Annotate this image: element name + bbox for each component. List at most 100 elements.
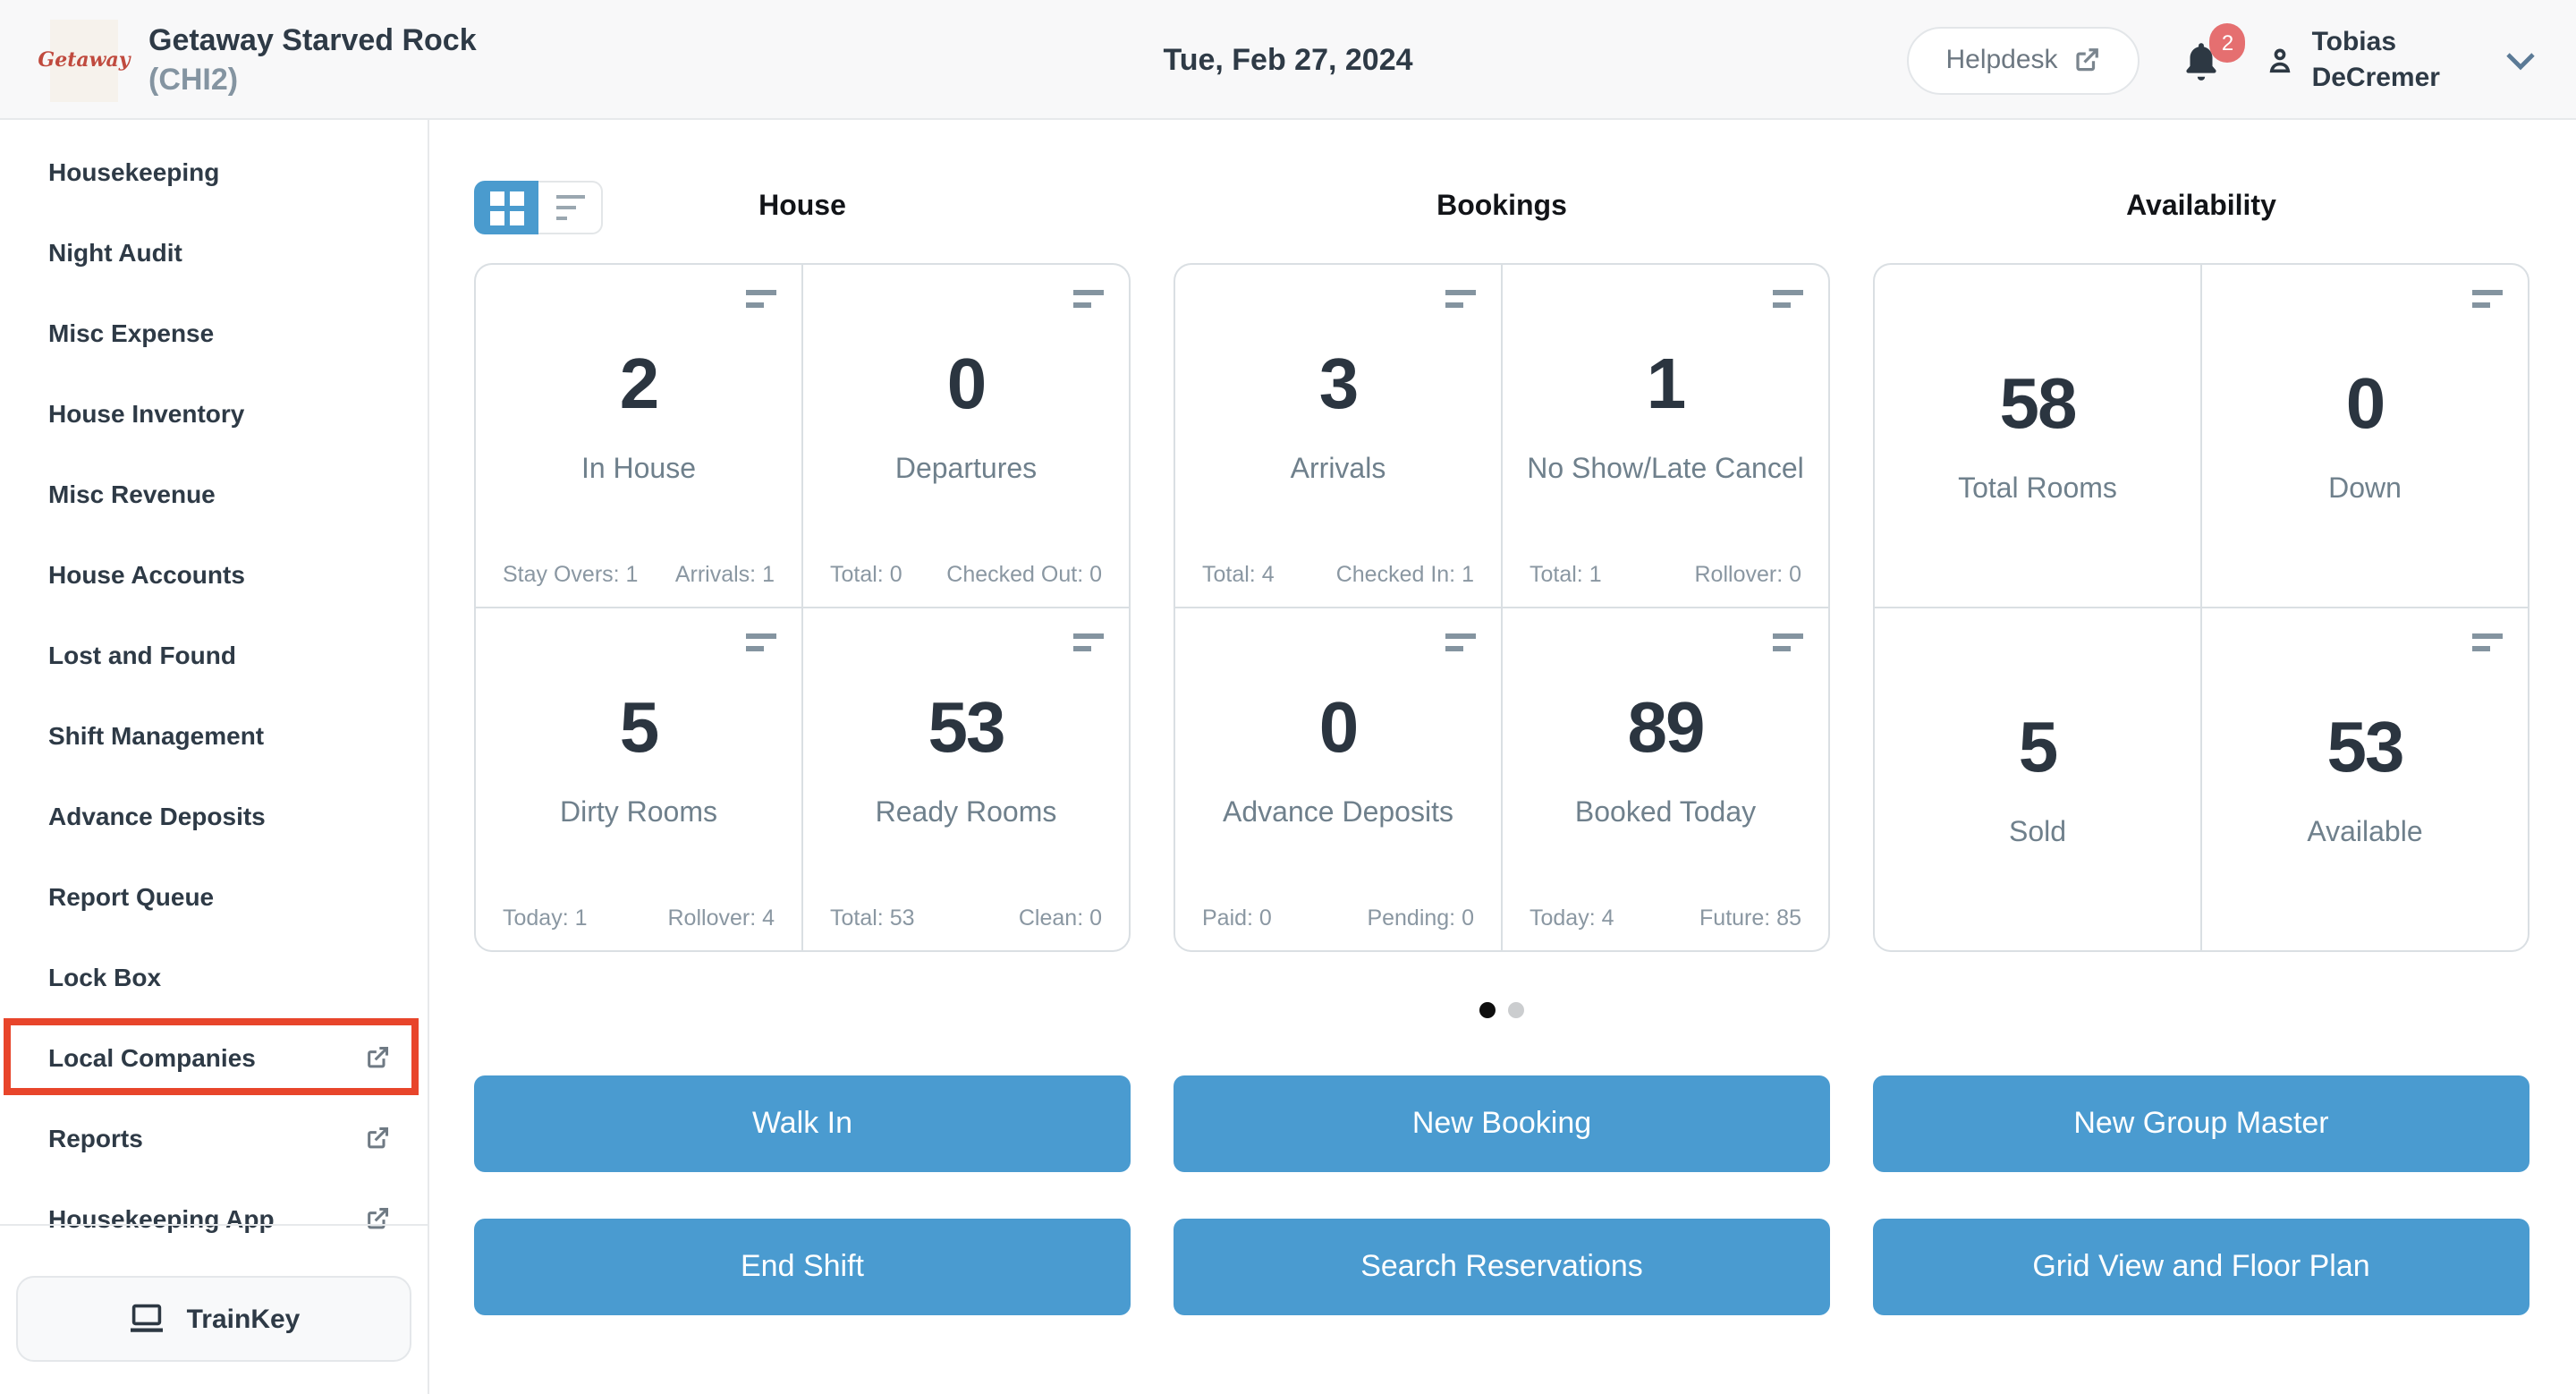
bell-icon [2180,35,2226,83]
stat-label: Departures [894,455,1038,485]
column-title-bookings: Bookings [1436,191,1567,222]
view-toggle [474,181,603,234]
stat-footer-item: Clean: 0 [1018,905,1102,931]
sidebar-item-lost-and-found[interactable]: Lost and Found [0,614,428,694]
stat-footer-item: Total: 53 [830,905,915,931]
sidebar-item-label: Report Queue [48,881,215,910]
external-link-icon [365,1125,390,1150]
stat-value: 53 [2326,709,2404,787]
getaway-logo-text: Getaway [38,48,131,72]
sidebar-item-house-inventory[interactable]: House Inventory [0,372,428,453]
stat-card-body: 58 Total Rooms [1958,365,2117,506]
grid-view-button[interactable] [474,181,538,234]
user-last-name: DeCremer [2311,62,2440,92]
list-view-button[interactable] [538,181,603,234]
stat-label: Dirty Rooms [559,798,717,829]
stat-footer-item: Future: 85 [1699,905,1801,931]
stat-card-body: 3 Arrivals [1291,345,1386,487]
action-button-search-reservations[interactable]: Search Reservations [1174,1219,1830,1315]
sidebar-item-misc-revenue[interactable]: Misc Revenue [0,453,428,533]
stat-footer: Total: 4 Checked In: 1 [1202,562,1474,587]
sidebar-item-reports[interactable]: Reports [0,1097,428,1177]
stat-value: 3 [1318,345,1360,424]
stat-label: No Show/Late Cancel [1527,455,1804,485]
external-link-icon [2074,47,2101,73]
sidebar-item-label: Misc Revenue [48,479,216,507]
pagination-dots [1174,1002,1830,1018]
menu-bars-icon[interactable] [2472,633,2503,651]
stat-value: 0 [1318,689,1360,768]
stat-footer: Paid: 0 Pending: 0 [1202,905,1474,931]
pagination-dot-2[interactable] [1508,1002,1524,1018]
action-button-walk-in[interactable]: Walk In [474,1075,1131,1172]
stat-value: 89 [1627,689,1706,768]
menu-bars-icon[interactable] [1445,633,1476,651]
stat-card-arrivals: 3 Arrivals Total: 4 Checked In: 1 [1175,265,1501,607]
sidebar-item-report-queue[interactable]: Report Queue [0,855,428,936]
trainkey-button[interactable]: TrainKey [16,1276,411,1362]
menu-bars-icon[interactable] [1445,290,1476,308]
sidebar-item-shift-management[interactable]: Shift Management [0,694,428,775]
laptop-icon [128,1303,167,1335]
stat-value: 53 [928,689,1006,768]
stat-footer: Today: 1 Rollover: 4 [503,905,775,931]
stat-card-body: 5 Dirty Rooms [560,689,717,830]
stat-footer-item: Total: 1 [1530,562,1602,587]
stat-footer-item: Rollover: 4 [667,905,775,931]
action-button-end-shift[interactable]: End Shift [474,1219,1131,1315]
sidebar-item-housekeeping[interactable]: Housekeeping [0,131,428,211]
sidebar-item-label: Misc Expense [48,318,215,346]
stat-footer-item: Today: 4 [1530,905,1614,931]
stat-label: Booked Today [1574,798,1757,829]
sidebar-item-label: Lost and Found [48,640,236,668]
list-view-icon [555,195,584,220]
stat-card-total-rooms: 58 Total Rooms [1875,265,2200,607]
user-menu-chevron[interactable] [2504,49,2537,71]
sidebar-item-housekeeping-app[interactable]: Housekeeping App [0,1177,428,1258]
user-menu[interactable]: Tobias DeCremer [2266,25,2440,95]
stat-footer-item: Total: 4 [1202,562,1275,587]
stat-footer-item: Today: 1 [503,905,588,931]
stat-card-down: 0 Down [2202,265,2528,607]
menu-bars-icon[interactable] [1073,290,1104,308]
getaway-logo: Getaway [38,19,131,101]
menu-bars-icon[interactable] [746,633,776,651]
stat-label: In House [580,455,697,485]
stat-label: Total Rooms [1958,474,2117,505]
stat-label: Ready Rooms [875,798,1057,829]
stat-card-in-house: 2 In House Stay Overs: 1 Arrivals: 1 [476,265,801,607]
sidebar-item-label: Advance Deposits [48,801,266,829]
menu-bars-icon[interactable] [746,290,776,308]
notification-badge: 2 [2209,22,2246,62]
sidebar-item-misc-expense[interactable]: Misc Expense [0,292,428,372]
sidebar-item-label: Lock Box [48,962,162,990]
menu-bars-icon[interactable] [1773,633,1803,651]
stat-card-body: 0 Advance Deposits [1223,689,1453,830]
panel-house: 2 In House Stay Overs: 1 Arrivals: 1 0 Depart… [474,263,1131,952]
stat-footer-item: Stay Overs: 1 [503,562,639,587]
sidebar-item-night-audit[interactable]: Night Audit [0,211,428,292]
chevron-down-icon [2504,49,2537,71]
menu-bars-icon[interactable] [2472,290,2503,308]
helpdesk-button[interactable]: Helpdesk [1906,26,2140,94]
sidebar-item-label: Housekeeping App [48,1203,275,1232]
action-button-new-group-master[interactable]: New Group Master [1873,1075,2529,1172]
sidebar-item-house-accounts[interactable]: House Accounts [0,533,428,614]
action-button-grid-view-and-floor-plan[interactable]: Grid View and Floor Plan [1873,1219,2529,1315]
top-header: Tue, Feb 27, 2024 Getaway Getaway Starve… [0,0,2576,120]
sidebar-item-lock-box[interactable]: Lock Box [0,936,428,1016]
notifications-button[interactable]: 2 [2180,22,2246,85]
sidebar-item-label: Local Companies [48,1042,256,1071]
menu-bars-icon[interactable] [1073,633,1104,651]
sidebar-item-label: Shift Management [48,720,265,749]
action-button-new-booking[interactable]: New Booking [1174,1075,1830,1172]
menu-bars-icon[interactable] [1773,290,1803,308]
user-name: Tobias DeCremer [2312,25,2440,95]
main-content: House 2 In House Stay Overs: 1 Arrivals: 1 0 D… [429,120,2576,1394]
sidebar-item-advance-deposits[interactable]: Advance Deposits [0,775,428,855]
pagination-dot-1[interactable] [1479,1002,1496,1018]
stat-footer-item: Total: 0 [830,562,902,587]
sidebar-item-label: Night Audit [48,237,182,266]
sidebar-item-local-companies[interactable]: Local Companies [0,1016,428,1097]
